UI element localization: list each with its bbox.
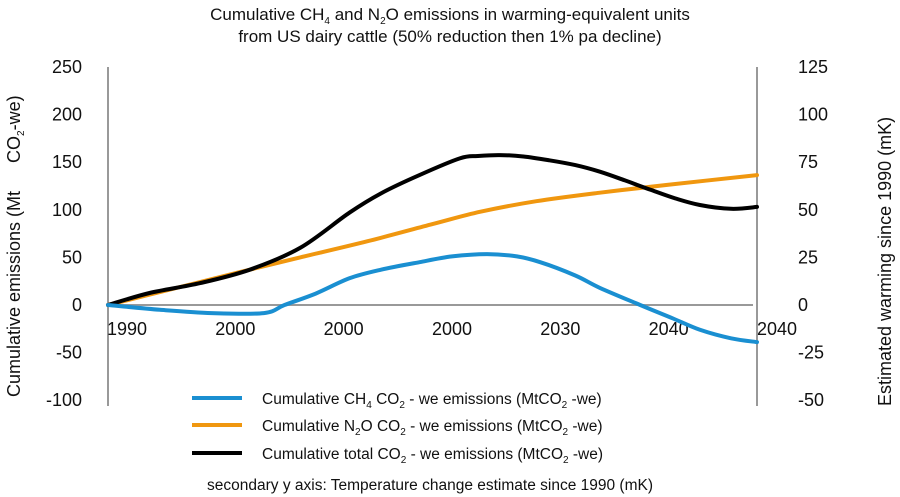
y-tick-label: 50: [62, 247, 82, 267]
x-tick-label: 2030: [540, 319, 580, 339]
series-lines: [106, 153, 759, 345]
y-axis-title: Cumulative emissions (MtCO2-we): [4, 95, 27, 397]
y2-tick-label: 25: [798, 247, 818, 267]
y-tick-label: -100: [46, 390, 82, 410]
legend-label-ch4: Cumulative CH4 CO2 - we emissions (MtCO2…: [262, 391, 602, 411]
x-tick-label: 2000: [324, 319, 364, 339]
legend-item-total[interactable]: Cumulative total CO2 - we emissions (MtC…: [192, 446, 603, 466]
x-tick-label: 2000: [432, 319, 472, 339]
y2-tick-label: 50: [798, 200, 818, 220]
y2-tick-label: 125: [798, 57, 828, 77]
x-tick-labels: 1990 2000 2000 2000 2030 2040 2040: [107, 319, 797, 339]
y2-tick-label: -25: [798, 343, 824, 363]
x-tick-label: 2040: [649, 319, 689, 339]
y-tick-label: -50: [56, 343, 82, 363]
y-tick-label: 250: [52, 57, 82, 77]
legend-item-ch4[interactable]: Cumulative CH4 CO2 - we emissions (MtCO2…: [192, 391, 602, 411]
chart-title-line-2: from US dairy cattle (50% reduction then…: [238, 27, 661, 46]
y-tick-labels: 250 200 150 100 50 0 -50 -100: [46, 57, 82, 410]
y-tick-label: 200: [52, 105, 82, 125]
x-tick-label: 2040: [757, 319, 797, 339]
y2-tick-label: 75: [798, 152, 818, 172]
x-tick-label: 2000: [215, 319, 255, 339]
x-tick-label: 1990: [107, 319, 147, 339]
y-tick-label: 150: [52, 152, 82, 172]
legend-label-n2o: Cumulative N2O CO2 - we emissions (MtCO2…: [262, 418, 603, 438]
y2-tick-label: 0: [798, 295, 808, 315]
y-tick-label: 0: [72, 295, 82, 315]
y2-tick-label: 100: [798, 105, 828, 125]
y2-tick-labels: 125 100 75 50 25 0 -25 -50: [798, 57, 828, 410]
chart-title-line-1: Cumulative CH4 and N2O emissions in warm…: [210, 5, 690, 27]
y2-axis-title: Estimated warming since 1990 (mK): [875, 117, 895, 406]
y2-tick-label: -50: [798, 390, 824, 410]
series-line-total: [106, 153, 759, 307]
legend-label-total: Cumulative total CO2 - we emissions (MtC…: [262, 446, 603, 466]
secondary-axis-note: secondary y axis: Temperature change est…: [207, 477, 653, 494]
series-line-ch4: [106, 252, 759, 345]
legend-item-n2o[interactable]: Cumulative N2O CO2 - we emissions (MtCO2…: [192, 418, 603, 438]
y-tick-label: 100: [52, 200, 82, 220]
legend: Cumulative CH4 CO2 - we emissions (MtCO2…: [192, 391, 603, 466]
